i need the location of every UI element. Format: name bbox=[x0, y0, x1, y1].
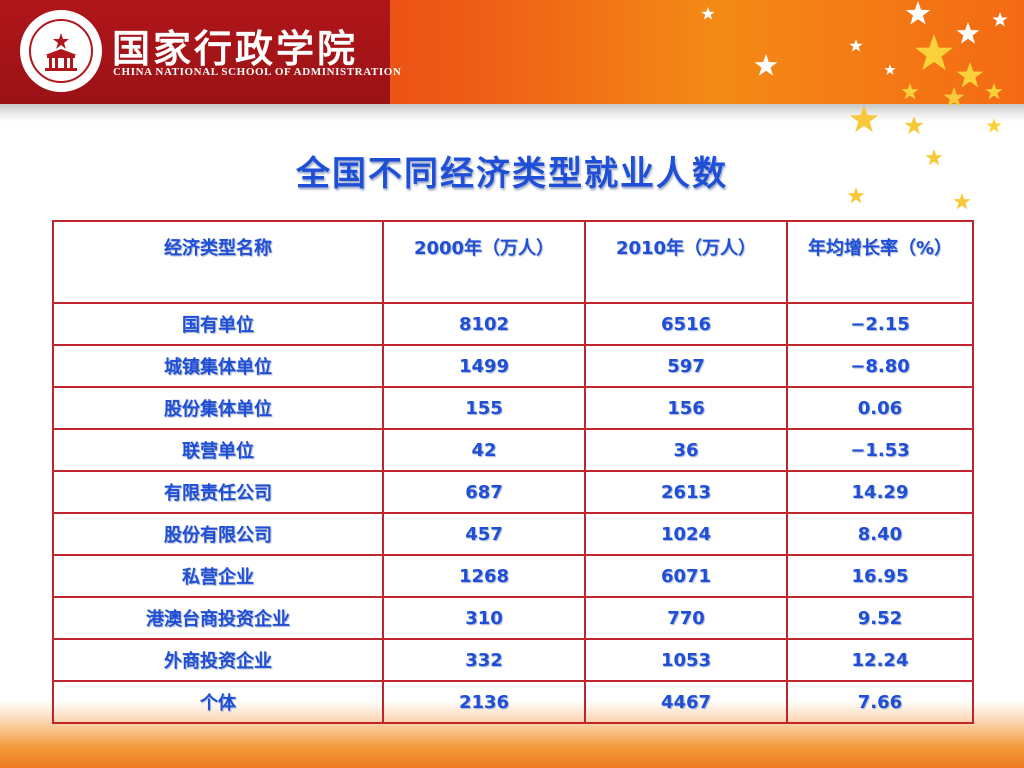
table-row: 外商投资企业 332 1053 12.24 bbox=[52, 638, 974, 682]
table-cell: 597 bbox=[584, 344, 788, 388]
table-cell: −1.53 bbox=[786, 428, 974, 472]
table-cell: 个体 bbox=[52, 680, 384, 724]
table-cell: 1053 bbox=[584, 638, 788, 682]
table-cell: 股份有限公司 bbox=[52, 512, 384, 556]
table-cell: 2613 bbox=[584, 470, 788, 514]
table-cell: 有限责任公司 bbox=[52, 470, 384, 514]
table-cell: 770 bbox=[584, 596, 788, 640]
table-cell: 8.40 bbox=[786, 512, 974, 556]
table-cell: 私营企业 bbox=[52, 554, 384, 598]
table-cell: 14.29 bbox=[786, 470, 974, 514]
page-title: 全国不同经济类型就业人数 bbox=[296, 154, 728, 194]
table-cell: 155 bbox=[382, 386, 586, 430]
table-row: 个体 2136 4467 7.66 bbox=[52, 680, 974, 724]
table-cell: 42 bbox=[382, 428, 586, 472]
table-cell: 12.24 bbox=[786, 638, 974, 682]
table-cell: 332 bbox=[382, 638, 586, 682]
table-cell: −2.15 bbox=[786, 302, 974, 346]
table-row: 股份有限公司 457 1024 8.40 bbox=[52, 512, 974, 556]
table-header-row: 经济类型名称 2000年（万人） 2010年（万人） 年均增长率（%） bbox=[52, 220, 974, 304]
table-cell: 156 bbox=[584, 386, 788, 430]
table-cell: 8102 bbox=[382, 302, 586, 346]
school-emblem-icon bbox=[20, 10, 102, 92]
column-header: 年均增长率（%） bbox=[786, 220, 974, 304]
table-cell: 1499 bbox=[382, 344, 586, 388]
table-row: 私营企业 1268 6071 16.95 bbox=[52, 554, 974, 598]
employment-table: 经济类型名称 2000年（万人） 2010年（万人） 年均增长率（%） 国有单位… bbox=[52, 220, 974, 724]
table-cell: 16.95 bbox=[786, 554, 974, 598]
table-cell: 6071 bbox=[584, 554, 788, 598]
logo-area: 国家行政学院 CHINA NATIONAL SCHOOL OF ADMINIST… bbox=[0, 0, 401, 104]
school-name-en: CHINA NATIONAL SCHOOL OF ADMINISTRATION bbox=[113, 66, 402, 78]
column-header: 经济类型名称 bbox=[52, 220, 384, 304]
table-cell: 2136 bbox=[382, 680, 586, 724]
table-cell: 36 bbox=[584, 428, 788, 472]
column-header: 2000年（万人） bbox=[382, 220, 586, 304]
table-cell: 9.52 bbox=[786, 596, 974, 640]
table-row: 股份集体单位 155 156 0.06 bbox=[52, 386, 974, 430]
table-cell: 联营单位 bbox=[52, 428, 384, 472]
table-cell: 310 bbox=[382, 596, 586, 640]
table-cell: 7.66 bbox=[786, 680, 974, 724]
column-header: 2010年（万人） bbox=[584, 220, 788, 304]
table-cell: −8.80 bbox=[786, 344, 974, 388]
table-row: 国有单位 8102 6516 −2.15 bbox=[52, 302, 974, 346]
table-cell: 外商投资企业 bbox=[52, 638, 384, 682]
table-row: 城镇集体单位 1499 597 −8.80 bbox=[52, 344, 974, 388]
school-name-cn: 国家行政学院 bbox=[112, 26, 359, 71]
table-cell: 港澳台商投资企业 bbox=[52, 596, 384, 640]
table-cell: 4467 bbox=[584, 680, 788, 724]
table-cell: 1268 bbox=[382, 554, 586, 598]
table-cell: 国有单位 bbox=[52, 302, 384, 346]
header-shadow bbox=[0, 104, 1024, 122]
table-cell: 457 bbox=[382, 512, 586, 556]
table-cell: 城镇集体单位 bbox=[52, 344, 384, 388]
table-cell: 股份集体单位 bbox=[52, 386, 384, 430]
table-row: 联营单位 42 36 −1.53 bbox=[52, 428, 974, 472]
table-cell: 1024 bbox=[584, 512, 788, 556]
decorative-stars-icon bbox=[701, 1, 1008, 210]
table-cell: 0.06 bbox=[786, 386, 974, 430]
table-body: 经济类型名称 2000年（万人） 2010年（万人） 年均增长率（%） 国有单位… bbox=[52, 220, 974, 724]
table-cell: 687 bbox=[382, 470, 586, 514]
table-row: 港澳台商投资企业 310 770 9.52 bbox=[52, 596, 974, 640]
table-row: 有限责任公司 687 2613 14.29 bbox=[52, 470, 974, 514]
table-cell: 6516 bbox=[584, 302, 788, 346]
header-band: 国家行政学院 CHINA NATIONAL SCHOOL OF ADMINIST… bbox=[0, 0, 1024, 104]
